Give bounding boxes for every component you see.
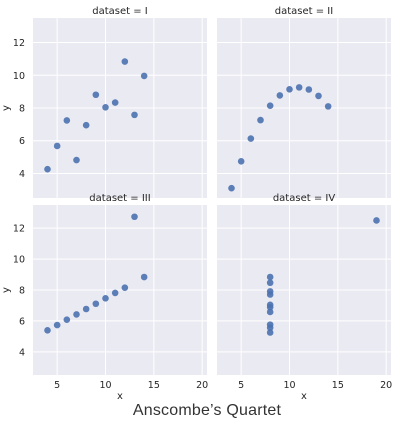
panel-iii-point-4-5-39 <box>44 327 51 334</box>
panel-ii-point-9-8-77 <box>276 92 284 99</box>
panel-ii-point-4-3-1 <box>228 184 235 192</box>
panel-iv-xlabel: x <box>301 391 307 400</box>
panel-iii-title: dataset = III <box>89 193 150 204</box>
panel-iii-ylabel: y <box>1 287 12 293</box>
panel-iii-xtick-label: 10 <box>99 380 111 391</box>
panel-iv-point-8-5-25 <box>266 329 274 336</box>
panel-i-point-12-10-84 <box>121 58 129 65</box>
panel-ii-point-10-9-14 <box>286 86 293 93</box>
panel-iii-xtick-label: 5 <box>54 380 60 391</box>
panel-iv-xtick-label: 10 <box>283 380 295 391</box>
panel-i-point-9-8-81 <box>92 91 100 99</box>
panel-ii-point-8-8-14 <box>266 102 274 110</box>
panel-ii-point-5-4-74 <box>237 158 245 165</box>
panel-i-ytick-label: 12 <box>13 38 25 49</box>
panel-iii-point-14-8-84 <box>140 273 148 281</box>
panel-i: dataset = I 4 6 8 10 12 y <box>1 6 207 198</box>
panel-iii-point-12-8-15 <box>121 284 129 291</box>
panel-i-ytick-label: 10 <box>13 71 25 82</box>
panel-i-title: dataset = I <box>92 6 148 17</box>
panel-ii-point-13-8-74 <box>315 92 322 100</box>
panel-i-point-14-9-96 <box>140 72 148 80</box>
panel-iv-xtick-label: 5 <box>238 380 244 391</box>
panel-iii-xlabel: x <box>117 391 123 400</box>
panel-ii-point-7-7-26 <box>257 116 264 124</box>
panel-iii-point-13-12-74 <box>131 213 138 221</box>
panel-i-point-5-5-68 <box>53 142 61 150</box>
panel-iii-point-6-6-08 <box>63 316 71 323</box>
panel-iii-ytick-label: 8 <box>19 286 25 297</box>
panel-ii-title: dataset = II <box>275 6 333 17</box>
panel-iii-point-11-7-81 <box>111 289 119 297</box>
panel-iv-xtick-label: 20 <box>380 380 392 391</box>
panel-iii-point-7-6-42 <box>73 311 80 318</box>
panel-iii-xtick-label: 15 <box>148 380 160 391</box>
figure-caption: Anscombe’s Quartet <box>132 402 282 419</box>
panel-i-point-4-4-26 <box>44 165 51 173</box>
panel-ii-point-12-9-13 <box>305 86 313 93</box>
panel-iv-point-8-8-84 <box>266 273 274 281</box>
panel-i-point-11-8-33 <box>111 99 119 106</box>
panel-iv-point-8-5-76 <box>266 321 274 328</box>
panel-i-ytick-label: 8 <box>19 104 25 115</box>
panel-iv: dataset = IV 5 10 15 20 x <box>217 193 392 400</box>
panel-iv-point-8-7-04 <box>266 301 274 309</box>
panel-i-point-13-7-58 <box>131 111 138 119</box>
panel-iii-ytick-label: 10 <box>13 255 25 266</box>
panel-i-point-10-8-04 <box>102 104 109 111</box>
panel-iv-point-8-7-91 <box>266 288 274 295</box>
panel-ii: dataset = II <box>217 6 391 198</box>
panel-iv-xtick-label: 15 <box>332 380 344 391</box>
panel-iii-point-10-7-46 <box>102 295 109 302</box>
panel-iv-point-19-12-5 <box>373 217 380 224</box>
panel-i-ytick-label: 4 <box>19 169 25 180</box>
panel-iii-point-9-7-11 <box>92 300 100 308</box>
panel-iv-point-8-8-47 <box>266 279 274 287</box>
panel-iii-point-8-6-77 <box>82 305 90 313</box>
panel-iv-point-8-6-58 <box>266 308 274 316</box>
panel-i-point-7-4-82 <box>73 156 80 164</box>
panel-iii: dataset = III 4 6 8 10 12 5 10 15 20 y x <box>1 193 208 400</box>
panel-iv-title: dataset = IV <box>273 193 335 204</box>
panel-ii-point-6-6-13 <box>247 135 255 142</box>
panel-iii-xtick-label: 20 <box>196 380 208 391</box>
anscombe-facet-grid: dataset = I 4 6 8 10 12 y dataset = II dataset =… <box>1 6 392 400</box>
panel-ii-point-14-8-1 <box>324 103 332 110</box>
panel-iii-ytick-label: 4 <box>19 347 25 358</box>
panel-ii-point-11-9-26 <box>295 84 303 91</box>
panel-i-point-8-6-95 <box>82 121 90 129</box>
panel-i-point-6-7-24 <box>63 117 71 124</box>
panel-iii-ytick-label: 12 <box>13 224 25 235</box>
panel-i-ylabel: y <box>1 105 12 111</box>
panel-i-ytick-label: 6 <box>19 136 25 147</box>
panel-iii-ytick-label: 6 <box>19 316 25 327</box>
panel-iii-point-5-5-73 <box>53 321 61 329</box>
